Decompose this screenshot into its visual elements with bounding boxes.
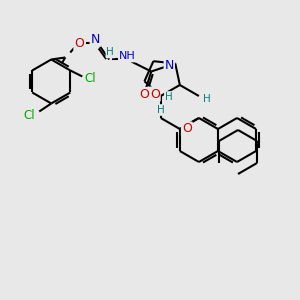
Text: H: H [106,47,114,58]
Text: H: H [165,92,173,102]
Text: NH: NH [119,52,136,61]
Text: O: O [139,88,149,101]
Text: H: H [157,105,165,115]
Text: H: H [203,94,211,104]
Text: N: N [91,33,100,46]
Text: O: O [150,88,160,100]
Text: N: N [165,59,174,72]
Text: O: O [74,37,84,50]
Text: Cl: Cl [23,109,35,122]
Text: Cl: Cl [85,72,96,85]
Text: O: O [182,122,192,136]
